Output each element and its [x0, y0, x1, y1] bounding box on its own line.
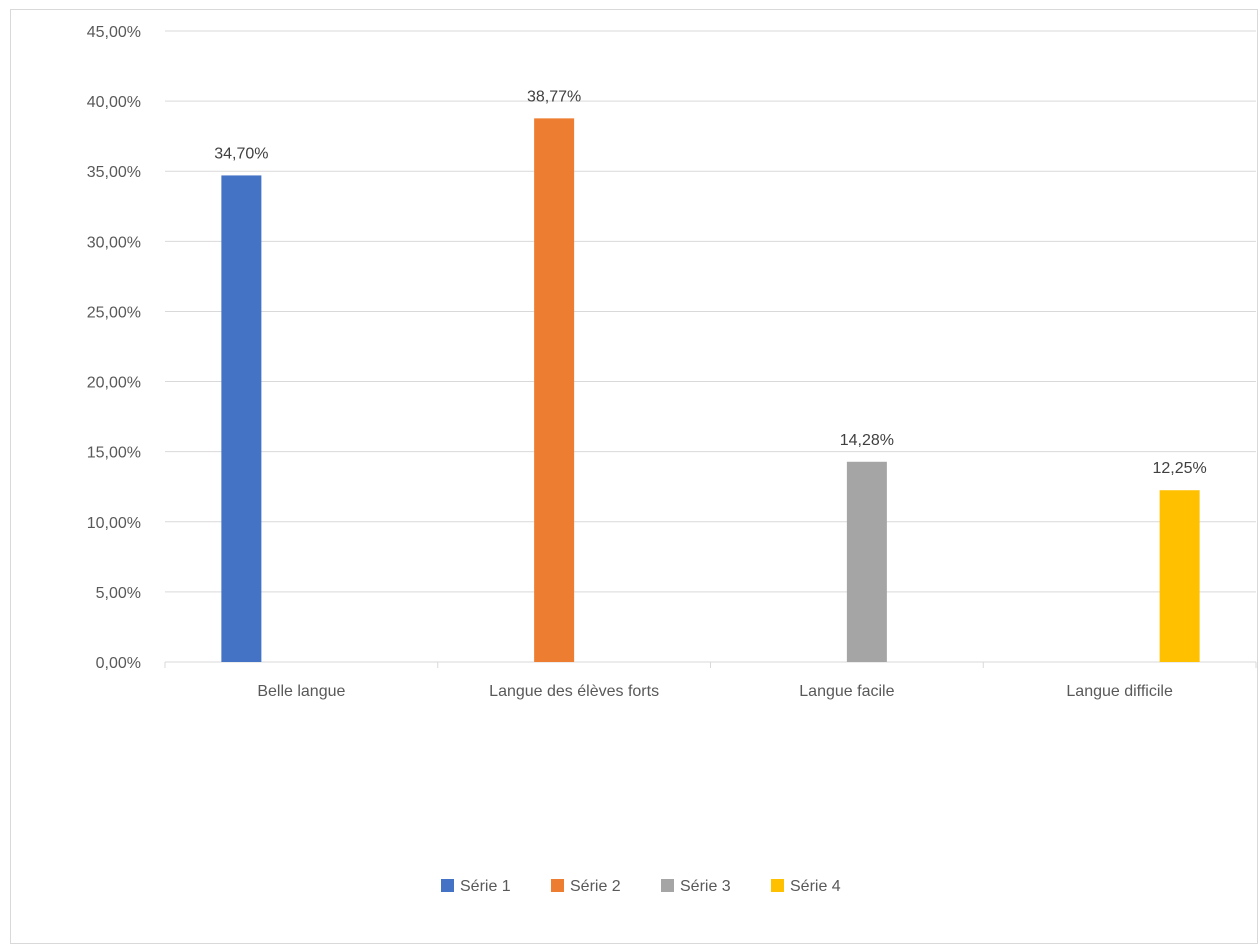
y-tick-label: 35,00% — [87, 164, 141, 181]
legend-swatch-series-2 — [551, 879, 564, 892]
legend-label: Série 2 — [570, 878, 621, 895]
y-tick-label: 25,00% — [87, 304, 141, 321]
y-tick-label: 15,00% — [87, 445, 141, 462]
y-tick-label: 5,00% — [96, 585, 141, 602]
bar-series-1 — [221, 175, 262, 662]
legend-swatch-series-3 — [661, 879, 674, 892]
x-category-label: Langue difficile — [1066, 683, 1173, 700]
data-label: 38,77% — [527, 88, 581, 105]
y-tick-label: 30,00% — [87, 234, 141, 251]
data-label: 12,25% — [1152, 460, 1206, 477]
bar-series-2 — [534, 118, 575, 662]
bar-series-4 — [1159, 490, 1200, 662]
chart-frame — [10, 9, 1258, 944]
legend-label: Série 4 — [790, 878, 841, 895]
y-tick-label: 45,00% — [87, 24, 141, 41]
legend-label: Série 1 — [460, 878, 511, 895]
legend-label: Série 3 — [680, 878, 731, 895]
legend-swatch-series-1 — [441, 879, 454, 892]
x-category-label: Langue facile — [799, 683, 894, 700]
data-label: 14,28% — [840, 432, 894, 449]
y-tick-label: 10,00% — [87, 515, 141, 532]
y-tick-label: 20,00% — [87, 375, 141, 392]
x-category-label: Belle langue — [257, 683, 345, 700]
y-tick-label: 40,00% — [87, 94, 141, 111]
y-tick-label: 0,00% — [96, 655, 141, 672]
legend-swatch-series-4 — [771, 879, 784, 892]
bar-series-3 — [846, 461, 887, 662]
x-category-label: Langue des élèves forts — [489, 683, 659, 700]
data-label: 34,70% — [214, 145, 268, 162]
